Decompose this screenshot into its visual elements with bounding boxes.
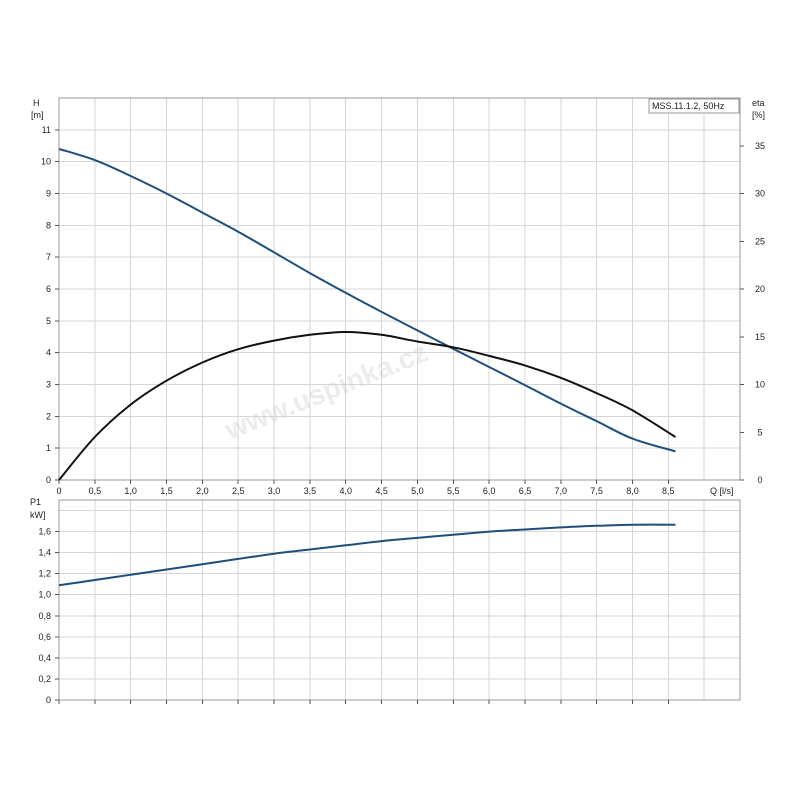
power-tick-label: 1,0 <box>38 590 51 600</box>
eta-tick-label: 10 <box>755 380 765 390</box>
power-tick-label: 0,4 <box>38 653 51 663</box>
power-chart-frame <box>58 499 741 701</box>
power-axis-unit: kW] <box>30 510 46 520</box>
head-grid <box>59 98 740 480</box>
efficiency-curve-line <box>58 330 677 481</box>
power-tick-label: 0 <box>46 695 51 705</box>
power-tick-label: 0,8 <box>38 611 51 621</box>
head-axis-unit: [m] <box>31 110 44 120</box>
power-tick-label: 0,6 <box>38 632 51 642</box>
head-tick-label: 5 <box>46 316 51 326</box>
legend-frame <box>648 98 740 114</box>
flow-tick-label: 2,0 <box>196 486 209 496</box>
power-tick-label: 1,6 <box>38 527 51 537</box>
head-tick-label: 1 <box>46 443 51 453</box>
head-tick-label: 10 <box>41 157 51 167</box>
flow-tick-label: 8,0 <box>626 486 639 496</box>
head-series-group <box>58 147 677 481</box>
power-tick-label: 1,2 <box>38 569 51 579</box>
eta-tick-label: 30 <box>755 189 765 199</box>
eta-tick-label: 25 <box>755 236 765 246</box>
head-axis-title: H <box>33 98 40 108</box>
head-tick-label: 11 <box>42 125 51 135</box>
head-tick-label: 4 <box>46 348 51 358</box>
eta-tick-label: 15 <box>755 332 765 342</box>
flow-tick-label: 6,0 <box>483 486 496 496</box>
eta-tick-label: 20 <box>755 284 765 294</box>
flow-tick-label: 2,5 <box>232 486 245 496</box>
eta-tick-label: 35 <box>755 141 765 151</box>
flow-tick-label: 4,0 <box>339 486 352 496</box>
head-curve-line <box>58 147 676 453</box>
legend-box: MSS.11.1.2, 50Hz <box>648 98 740 114</box>
head-tick-label: 3 <box>46 380 51 390</box>
flow-tick-label: 0,5 <box>89 486 102 496</box>
power-axis-ticks: 0 0,2 0,4 0,6 0,8 1,0 1,2 1,4 1,6 <box>38 527 669 705</box>
flow-tick-label: 7,0 <box>555 486 568 496</box>
flow-tick-label: 5,0 <box>411 486 424 496</box>
head-tick-label: 0 <box>46 475 51 485</box>
head-tick-label: 6 <box>46 284 51 294</box>
power-chart: 0 0,2 0,4 0,6 0,8 1,0 1,2 1,4 1,6 P1 kW] <box>30 497 741 705</box>
flow-tick-label: 3,5 <box>304 486 317 496</box>
power-curve-line <box>58 523 676 587</box>
head-tick-label: 7 <box>46 252 51 262</box>
power-axis-title: P1 <box>30 497 41 507</box>
head-axis-ticks: 0 0,5 1,0 1,5 2,0 2,5 3,0 3,5 4,0 4,5 5,0 5,5 6,0 6,5… <box>41 125 765 496</box>
power-grid <box>59 500 740 700</box>
flow-tick-label: 8,5 <box>662 486 675 496</box>
flow-tick-label: 1,0 <box>124 486 137 496</box>
head-tick-label: 2 <box>46 411 51 421</box>
head-tick-label: 9 <box>46 189 51 199</box>
flow-tick-label: 7,5 <box>590 486 603 496</box>
power-tick-label: 1,4 <box>38 548 51 558</box>
flow-tick-label: 3,0 <box>268 486 281 496</box>
head-tick-label: 8 <box>46 220 51 230</box>
eta-tick-label: 5 <box>757 427 762 437</box>
flow-tick-label: 6,5 <box>519 486 532 496</box>
eta-tick-label: 0 <box>757 475 762 485</box>
power-tick-label: 0,2 <box>38 674 51 684</box>
head-efficiency-chart: 0 0,5 1,0 1,5 2,0 2,5 3,0 3,5 4,0 4,5 5,0 5,5 6,0 6,5… <box>31 97 765 496</box>
legend-label: MSS.11.1.2, 50Hz <box>652 101 725 111</box>
flow-tick-label: 5,5 <box>447 486 460 496</box>
flow-axis-label: Q [l/s] <box>710 486 734 496</box>
flow-tick-label: 0 <box>56 486 61 496</box>
power-series-group <box>58 523 676 587</box>
flow-tick-label: 1,5 <box>160 486 173 496</box>
flow-tick-label: 4,5 <box>375 486 388 496</box>
eta-axis-unit: [%] <box>752 110 765 120</box>
eta-axis-title: eta <box>752 98 765 108</box>
